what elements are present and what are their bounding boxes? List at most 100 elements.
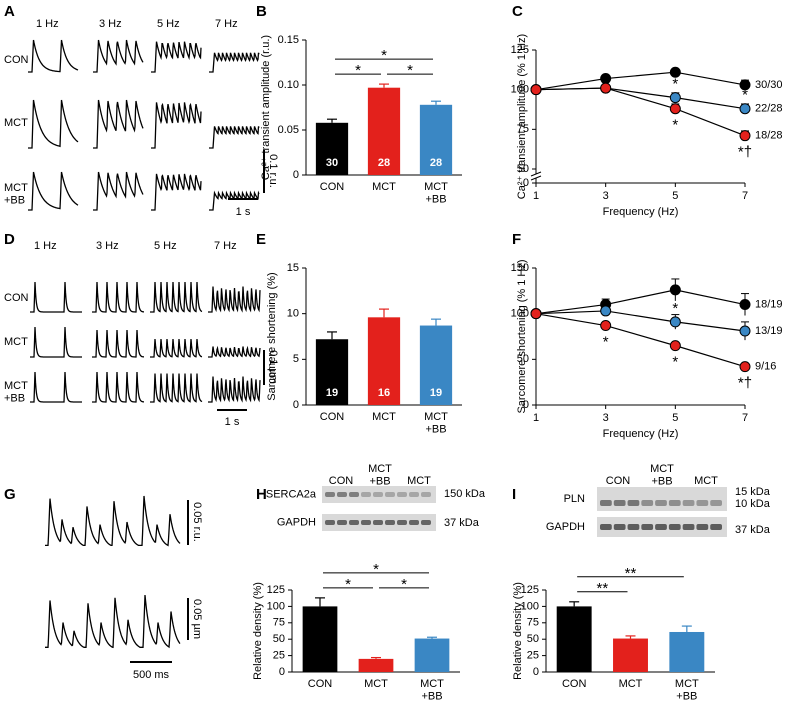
end-label: 18/28 <box>755 130 783 142</box>
data-point <box>600 305 612 317</box>
bar <box>367 87 401 175</box>
bar <box>414 638 450 672</box>
end-label: 13/19 <box>755 325 783 337</box>
data-point <box>739 361 751 373</box>
lane-label: MCT <box>694 475 718 487</box>
data-point <box>739 130 751 142</box>
lane-label: MCT +BB <box>368 463 392 488</box>
y-axis-label: Ca²⁺ transient amplitude (r.u.) <box>260 35 272 180</box>
end-label: 22/28 <box>755 103 783 115</box>
significance-label: * <box>401 576 407 593</box>
x-tick-label: 7 <box>742 190 748 202</box>
series-line <box>535 87 746 137</box>
x-tick-label: 5 <box>672 190 678 202</box>
data-point <box>669 92 681 104</box>
trace <box>150 338 203 358</box>
blot-band <box>696 524 709 530</box>
blot-band <box>627 500 640 506</box>
trace <box>45 495 181 547</box>
data-point <box>669 103 681 115</box>
bar <box>613 638 648 672</box>
x-tick-label: 1 <box>533 412 539 424</box>
trace <box>45 594 181 649</box>
significance-label: * <box>381 47 387 64</box>
blot-band <box>668 524 681 530</box>
data-point <box>739 79 751 91</box>
trace <box>151 102 202 149</box>
trace <box>208 376 261 403</box>
data-point <box>669 284 681 296</box>
blot-band <box>682 500 695 506</box>
y-tick-label: 100 <box>521 600 539 612</box>
blot-band <box>655 500 667 506</box>
y-tick-label: 50 <box>527 633 539 645</box>
y-tick-label: 5 <box>293 353 299 365</box>
frequency-label: 3 Hz <box>96 240 119 252</box>
panel-letter: H <box>256 486 267 503</box>
lane-label: CON <box>606 475 631 487</box>
y-axis-label: Relative density (%) <box>252 582 264 680</box>
panel-letter: D <box>4 231 15 248</box>
trace <box>30 281 82 313</box>
data-point <box>530 84 542 96</box>
y-tick-label: 75 <box>517 123 529 135</box>
data-point <box>739 103 751 115</box>
group-label: MCT +BB <box>4 182 28 207</box>
trace <box>150 281 203 313</box>
blot-band <box>385 520 395 525</box>
bar <box>367 317 401 405</box>
y-tick-label: 75 <box>273 617 285 629</box>
blot-band <box>409 520 419 525</box>
y-tick-label: 150 <box>511 262 529 274</box>
y-axis-label: Sarcomere shortening (%) <box>266 272 278 400</box>
y-axis-label: Ca²⁺ transient amplitude (% 1 Hz) <box>516 34 528 199</box>
x-tick-label: MCT <box>364 678 388 690</box>
significance-label: * <box>672 117 678 134</box>
end-label: 18/19 <box>755 298 783 310</box>
trace <box>209 190 260 211</box>
blot-band <box>600 500 612 506</box>
panel-letter: C <box>512 3 523 20</box>
axis-break <box>530 171 542 177</box>
trace <box>151 41 202 73</box>
significance-label: * <box>373 561 379 578</box>
y-tick-label: 50 <box>273 633 285 645</box>
blot-band <box>710 524 722 530</box>
y-tick-label: 0.05 <box>278 124 299 136</box>
panel-letter: F <box>512 231 521 248</box>
blot-size-label: 150 kDa <box>444 488 486 500</box>
blot-band <box>337 520 347 525</box>
n-label: 30 <box>326 157 338 169</box>
significance-label: * <box>672 354 678 371</box>
y-tick-label: 25 <box>273 650 285 662</box>
y-tick-label: 75 <box>527 617 539 629</box>
y-tick-label: 50 <box>517 353 529 365</box>
blot-band <box>325 520 335 525</box>
y-tick-label: 0.10 <box>278 79 299 91</box>
group-label: MCT +BB <box>4 380 28 405</box>
series-line <box>535 71 746 91</box>
trace <box>28 171 79 211</box>
blot-band <box>613 524 626 530</box>
x-tick-label: MCT +BB <box>424 411 448 436</box>
blot-band <box>421 520 431 525</box>
x-tick-label: MCT <box>372 181 396 193</box>
lane-label: CON <box>329 475 354 487</box>
frequency-label: 3 Hz <box>99 18 122 30</box>
x-axis-label: Frequency (Hz) <box>603 428 679 440</box>
blot-row-label: PLN <box>564 493 585 505</box>
trace <box>93 39 144 73</box>
blot-row-label: GAPDH <box>546 521 585 533</box>
panel-letter: I <box>512 486 516 503</box>
group-label: CON <box>4 292 29 304</box>
y-axis-label: Sarcomere shortening (% 1 Hz) <box>516 259 528 413</box>
series-line <box>535 289 746 315</box>
x-tick-label: 7 <box>742 412 748 424</box>
frequency-label: 5 Hz <box>154 240 177 252</box>
y-tick-label: 0 <box>533 666 539 678</box>
panel-letter: B <box>256 3 267 20</box>
x-tick-label: 3 <box>603 190 609 202</box>
bar <box>302 606 338 672</box>
blot-band <box>710 500 722 506</box>
data-point <box>600 320 612 332</box>
